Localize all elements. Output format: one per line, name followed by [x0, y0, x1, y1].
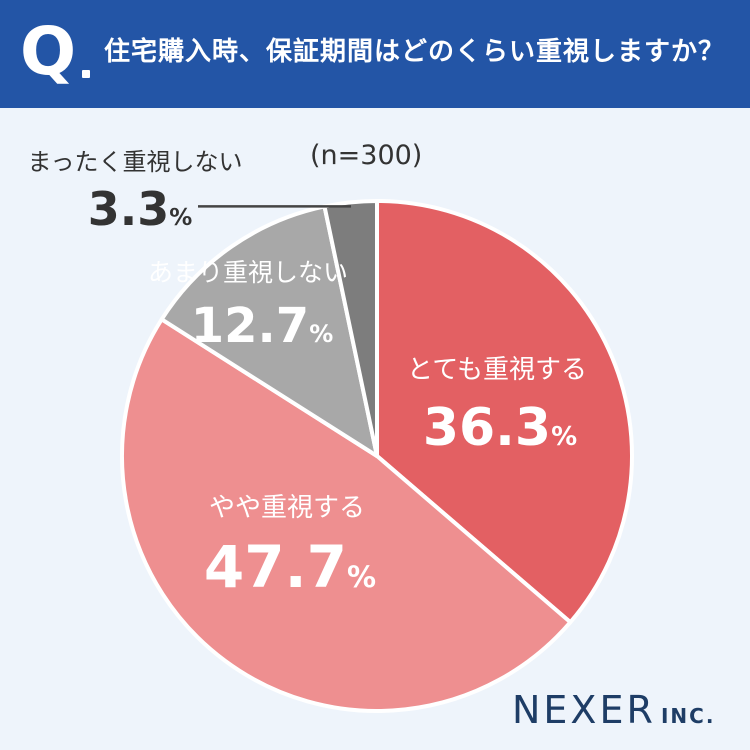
logo-name: NEXER — [512, 688, 656, 732]
q-mark: Q — [20, 13, 76, 90]
slice-value-3: 12.7% — [191, 298, 333, 354]
slice-value-1: 36.3% — [423, 398, 577, 458]
pie-slice-1 — [375, 199, 634, 625]
slice-label-2: やや重視する — [209, 493, 365, 523]
slice-label-3: あまり重視しない — [148, 258, 348, 287]
slice-label-4: まったく重視しない — [27, 148, 242, 176]
question-header: Q 住宅購入時、保証期間はどのくらい重視しますか？ — [0, 0, 750, 108]
slice-value-2: 47.7% — [204, 533, 376, 601]
slice-label-1: とても重視する — [407, 355, 587, 385]
question-text: 住宅購入時、保証期間はどのくらい重視しますか？ — [104, 37, 726, 67]
slice-value-4: 3.3% — [88, 182, 193, 236]
sample-size: (n=300) — [310, 140, 423, 171]
nexer-logo: NEXER INC. — [512, 688, 715, 732]
pie-slice-2 — [119, 317, 573, 713]
q-dot — [82, 70, 90, 78]
pie-slice-3 — [159, 204, 379, 458]
logo-suffix: INC. — [660, 704, 716, 728]
